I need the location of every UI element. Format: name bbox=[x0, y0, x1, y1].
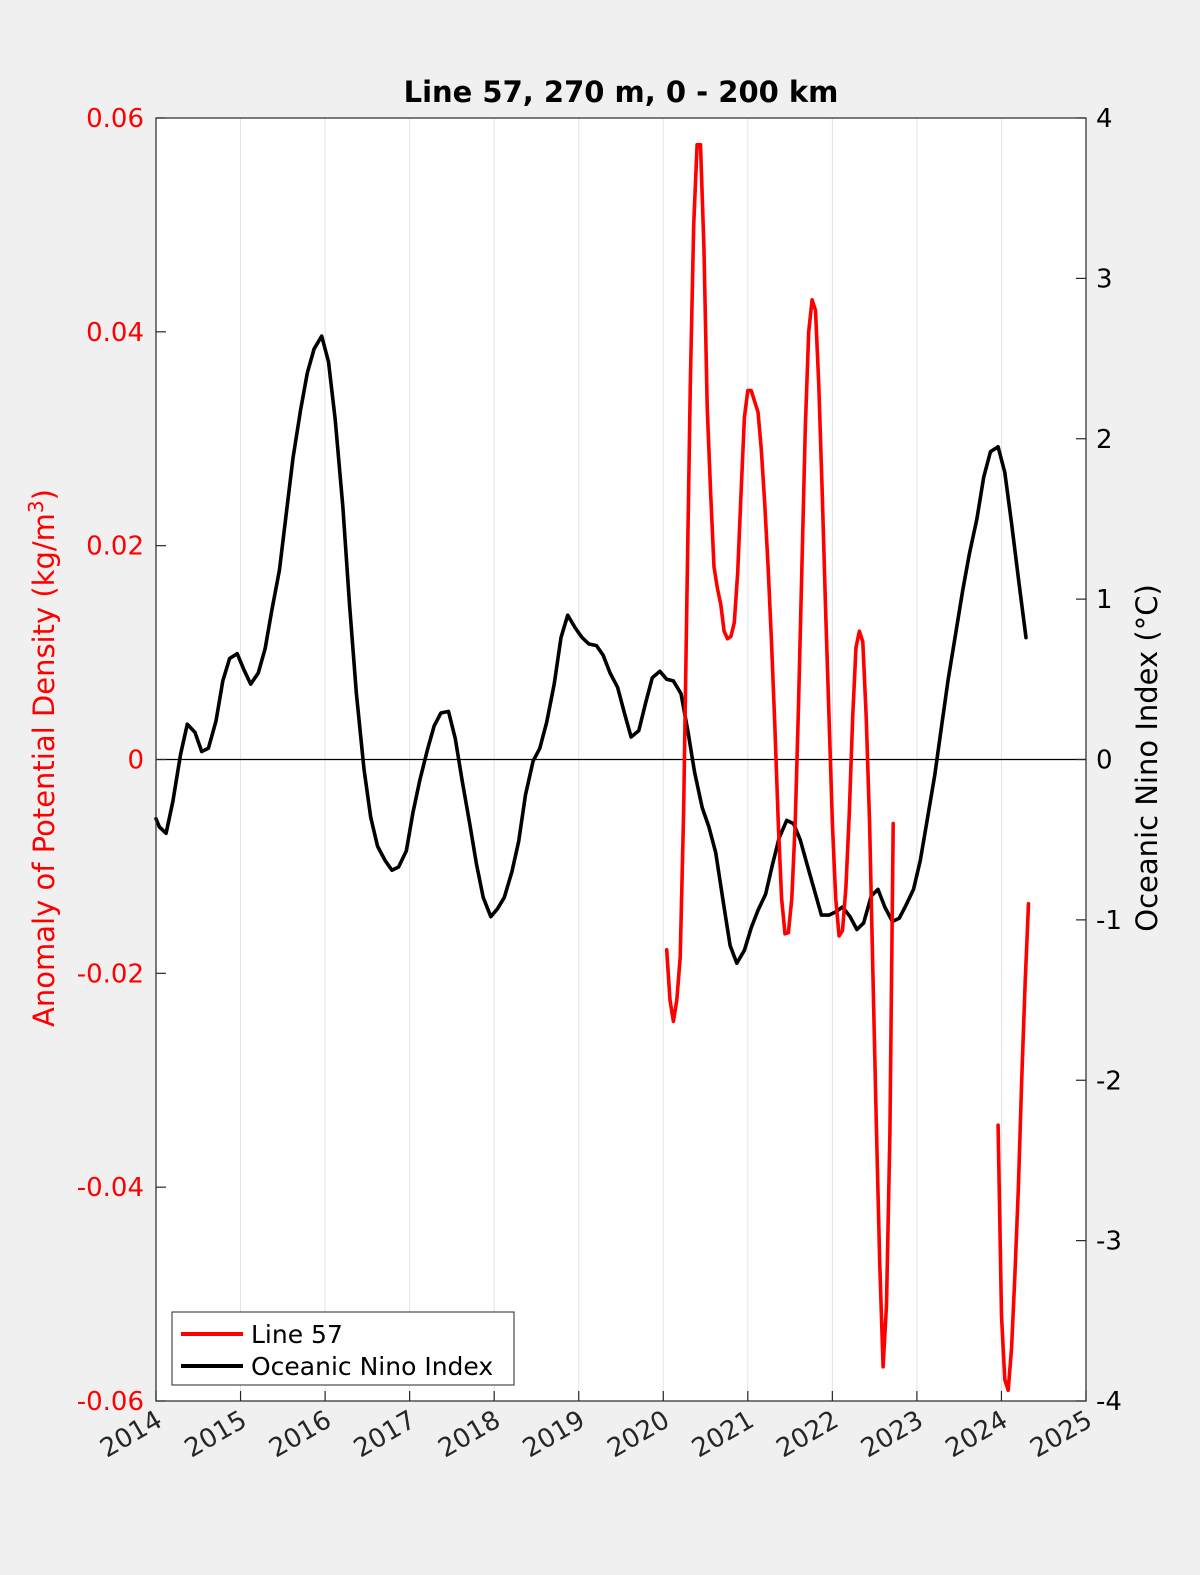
series-layer bbox=[154, 142, 1031, 1393]
series-oni-segment-0 bbox=[154, 334, 1028, 966]
x-tick-label: 2022 bbox=[772, 1405, 844, 1464]
x-tick-label: 2020 bbox=[602, 1405, 674, 1464]
y-right-tick-label: 2 bbox=[1096, 425, 1113, 455]
y-right-tick-label: -2 bbox=[1096, 1066, 1122, 1096]
y-axis-left-label: Anomaly of Potential Density (kg/m3) bbox=[24, 489, 61, 1027]
y-right-tick-label: -4 bbox=[1096, 1387, 1122, 1417]
x-tick-label: 2018 bbox=[433, 1405, 505, 1464]
y-right-tick-label: 1 bbox=[1096, 585, 1113, 615]
x-tick-label: 2019 bbox=[518, 1405, 590, 1464]
legend-box bbox=[171, 1311, 515, 1386]
legend: Line 57 Oceanic Nino Index bbox=[171, 1311, 515, 1386]
x-tick-label: 2025 bbox=[1025, 1405, 1097, 1464]
y-right-tick-label: -1 bbox=[1096, 906, 1122, 936]
y-axis-right-label: Oceanic Nino Index (°C) bbox=[1130, 584, 1164, 932]
y-right-tick-label: 0 bbox=[1096, 746, 1113, 776]
y-axis-left: -0.06 -0.04 -0.02 0 0.02 0.04 0.06 bbox=[77, 104, 166, 1417]
y-left-tick-label: -0.02 bbox=[77, 959, 144, 989]
legend-label-line57: Line 57 bbox=[251, 1320, 343, 1349]
x-tick-label: 2015 bbox=[180, 1405, 252, 1464]
y-axis-right: -4 -3 -2 -1 0 1 2 3 4 bbox=[1076, 104, 1122, 1417]
legend-label-oni: Oceanic Nino Index bbox=[251, 1352, 493, 1381]
y-right-tick-label: -3 bbox=[1096, 1227, 1122, 1257]
x-tick-label: 2023 bbox=[856, 1405, 928, 1464]
y-left-tick-label: -0.04 bbox=[77, 1173, 144, 1203]
y-right-tick-label: 3 bbox=[1096, 264, 1113, 294]
x-tick-label: 2016 bbox=[264, 1405, 336, 1464]
x-tick-label: 2024 bbox=[941, 1405, 1013, 1464]
y-left-tick-label: 0.06 bbox=[86, 104, 144, 134]
y-left-tick-label: 0.04 bbox=[86, 318, 144, 348]
y-left-tick-label: -0.06 bbox=[77, 1387, 144, 1417]
series-line57-segment-0 bbox=[664, 142, 896, 1369]
x-tick-label: 2021 bbox=[687, 1405, 759, 1464]
x-axis: 2014 2015 2016 2017 2018 2019 2020 2021 2022 2023… bbox=[95, 1391, 1098, 1464]
y-left-tick-label: 0 bbox=[127, 746, 144, 776]
chart-title: Line 57, 270 m, 0 - 200 km bbox=[404, 75, 839, 109]
series-line57-segment-1 bbox=[996, 901, 1031, 1393]
x-tick-label: 2017 bbox=[349, 1405, 421, 1464]
y-right-tick-label: 4 bbox=[1096, 104, 1113, 134]
y-left-tick-label: 0.02 bbox=[86, 532, 144, 562]
